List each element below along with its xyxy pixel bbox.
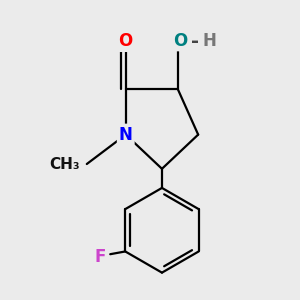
- Text: CH₃: CH₃: [49, 157, 80, 172]
- Text: O: O: [173, 32, 188, 50]
- Text: O: O: [118, 32, 133, 50]
- Text: H: H: [202, 32, 216, 50]
- Text: -: -: [191, 32, 200, 50]
- Text: N: N: [119, 126, 133, 144]
- Text: F: F: [94, 248, 106, 266]
